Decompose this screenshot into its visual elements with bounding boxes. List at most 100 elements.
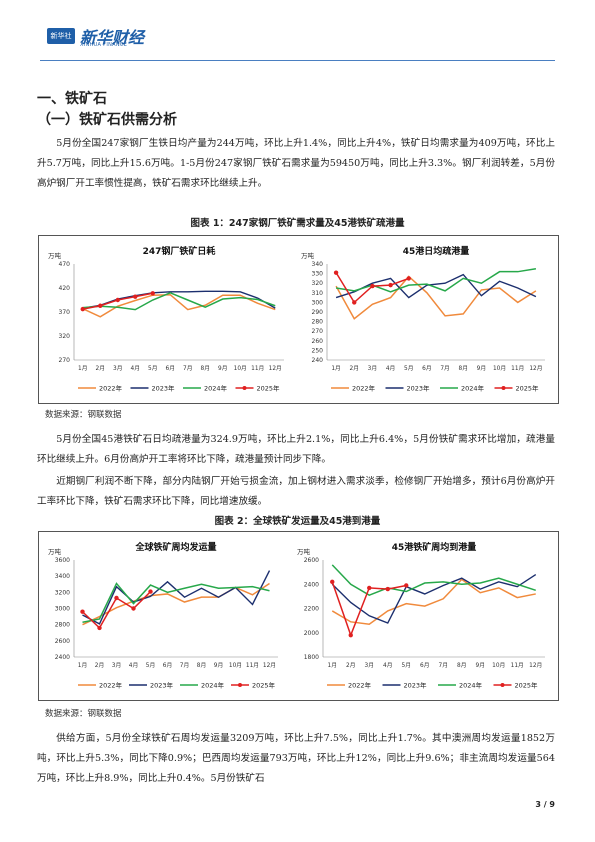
- x-tick-label: 7月: [439, 662, 449, 669]
- legend-label: 2023年: [150, 681, 174, 690]
- figure-1-source: 数据来源：钢联数据: [45, 410, 122, 420]
- xinhua-finance-logo: 新华财经: [80, 28, 145, 47]
- x-tick-label: 11月: [246, 662, 259, 669]
- y-tick-label: 310: [312, 290, 324, 297]
- page-number: 3 / 9: [535, 800, 555, 809]
- x-tick-label: 10月: [493, 365, 506, 372]
- data-point: [148, 589, 153, 594]
- x-tick-label: 1月: [328, 662, 338, 669]
- x-tick-label: 11月: [511, 365, 524, 372]
- data-point: [133, 294, 138, 299]
- x-tick-label: 5月: [146, 662, 156, 669]
- data-point: [114, 595, 119, 601]
- paragraph-port-clearance: 5月份全国45港铁矿石日均疏港量为324.9万吨，环比上升2.1%，同比上升6.…: [37, 434, 555, 465]
- y-tick-label: 240: [312, 357, 324, 364]
- y-tick-label: 2800: [55, 622, 70, 629]
- x-tick-label: 8月: [201, 365, 211, 372]
- chart-title: 45港日均疏港量: [403, 245, 470, 257]
- data-point: [348, 632, 353, 638]
- series-line: [82, 582, 270, 626]
- data-point: [80, 609, 85, 614]
- y-tick-label: 1800: [304, 654, 319, 661]
- data-point: [115, 297, 120, 303]
- x-tick-label: 1月: [331, 365, 341, 372]
- page-header: 新华社 新华财经 XINHUA FINANCE: [0, 0, 595, 62]
- x-tick-label: 1月: [78, 662, 88, 669]
- x-tick-label: 6月: [420, 662, 430, 669]
- x-tick-label: 10月: [234, 365, 247, 372]
- figure-2-frame: [38, 531, 559, 701]
- xinhua-finance-logo-en: XINHUA FINANCE: [80, 42, 128, 48]
- series-line: [331, 564, 536, 596]
- y-tick-label: 270: [312, 328, 324, 335]
- chart-title: 45港铁矿周均到港量: [392, 541, 477, 553]
- data-point: [131, 606, 136, 611]
- data-point: [404, 583, 409, 588]
- data-point: [330, 579, 335, 585]
- data-point: [150, 291, 155, 296]
- legend-label: 2024年: [201, 681, 225, 690]
- series-line: [82, 290, 276, 309]
- series-line: [82, 293, 276, 318]
- xinhua-logo-box: 新华社: [47, 28, 75, 44]
- y-tick-label: 370: [59, 309, 71, 316]
- x-tick-label: 2月: [350, 365, 360, 372]
- data-point: [333, 270, 339, 275]
- data-point: [406, 276, 411, 281]
- paragraph-demand: 5月份全国247家钢厂生铁日均产量为244万吨，环比上升1.4%，同比上升4%，…: [37, 138, 555, 189]
- x-tick-label: 1月: [78, 365, 88, 372]
- legend-label: 2022年: [352, 384, 376, 393]
- y-tick-label: 3200: [55, 589, 70, 596]
- data-point: [98, 303, 103, 308]
- chart-title: 全球铁矿周均发运量: [134, 541, 216, 553]
- y-tick-label: 290: [312, 309, 324, 316]
- legend-label: 2022年: [99, 681, 123, 690]
- y-tick-label: 300: [312, 299, 324, 306]
- legend-label: 2024年: [204, 384, 228, 393]
- data-point: [370, 283, 375, 289]
- data-point: [367, 585, 372, 591]
- x-tick-label: 3月: [368, 365, 378, 372]
- legend-marker: [238, 683, 242, 687]
- y-tick-label: 2200: [304, 606, 319, 613]
- x-tick-label: 12月: [529, 365, 542, 372]
- y-tick-label: 250: [312, 347, 324, 354]
- y-tick-label: 270: [59, 357, 71, 364]
- x-tick-label: 9月: [218, 365, 228, 372]
- header-divider: [40, 60, 555, 61]
- y-tick-label: 470: [59, 261, 71, 268]
- y-tick-label: 2400: [304, 581, 319, 588]
- figure-2-title: 图表 2：全球铁矿发运量及45港到港量: [214, 516, 381, 527]
- x-tick-label: 11月: [251, 365, 264, 372]
- subsection-heading: （一）铁矿石供需分析: [37, 112, 177, 128]
- data-point: [80, 306, 85, 312]
- x-tick-label: 6月: [163, 662, 173, 669]
- x-tick-label: 10月: [229, 662, 242, 669]
- x-tick-label: 4月: [386, 365, 396, 372]
- x-tick-label: 3月: [113, 365, 123, 372]
- legend-marker: [500, 683, 505, 687]
- x-tick-label: 5月: [402, 662, 412, 669]
- figure-1-frame: [38, 235, 559, 404]
- y-tick-label: 2600: [55, 638, 70, 645]
- legend-label: 2025年: [515, 681, 539, 690]
- y-tick-label: 2000: [304, 630, 319, 637]
- legend-label: 2024年: [461, 384, 485, 393]
- series-line: [82, 291, 276, 311]
- legend-marker: [242, 386, 247, 390]
- chart-title: 247钢厂铁矿日耗: [143, 245, 216, 257]
- legend-marker: [501, 386, 506, 390]
- data-point: [388, 282, 393, 288]
- data-point: [352, 300, 357, 305]
- series-line: [331, 573, 537, 624]
- paragraph-outlook: 近期钢厂利润不断下降，部分内陆钢厂开始亏损金流，加上钢材进入需求淡季，检修钢厂开…: [37, 476, 555, 507]
- y-tick-label: 280: [312, 319, 324, 326]
- x-tick-label: 10月: [492, 662, 505, 669]
- x-tick-label: 11月: [511, 662, 524, 669]
- y-tick-label: 2400: [55, 654, 70, 661]
- x-tick-label: 7月: [180, 662, 190, 669]
- y-tick-label: 320: [59, 333, 71, 340]
